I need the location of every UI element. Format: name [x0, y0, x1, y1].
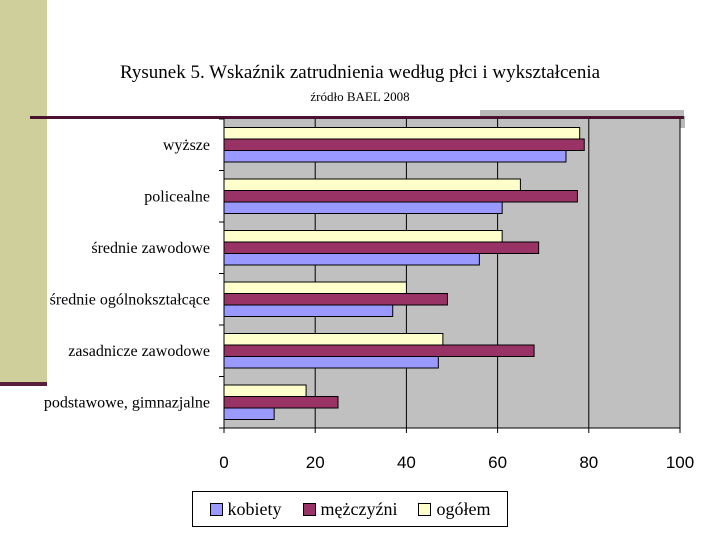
bar [223, 230, 503, 243]
bar [223, 384, 307, 397]
category-label: podstawowe, gimnazjalne [44, 394, 210, 411]
bar [223, 253, 480, 266]
category-label: średnie zawodowe [91, 240, 210, 257]
legend-item-kobiety: kobiety [209, 498, 282, 520]
category-label: średnie ogólnokształcące [50, 291, 210, 308]
bar [223, 150, 567, 163]
side-decor-rule [0, 382, 47, 386]
legend-swatch-ogolem [418, 502, 432, 516]
bar [223, 344, 535, 357]
bar [223, 396, 339, 409]
bar [223, 178, 521, 191]
bar [223, 281, 407, 294]
side-decor-bar [0, 0, 47, 384]
bar [223, 138, 585, 151]
category-label: zasadnicze zawodowe [68, 343, 210, 360]
plot-area [224, 119, 680, 428]
bar [223, 304, 394, 317]
legend-swatch-mezczyzni [302, 502, 316, 516]
legend-label-kobiety: kobiety [227, 498, 282, 519]
title-rule-shadow [480, 110, 684, 117]
legend-label-mezczyzni: mężczyźni [320, 498, 398, 519]
chart-subtitle: źródło BAEL 2008 [310, 89, 410, 104]
x-tick-label: 20 [306, 453, 325, 472]
bar [223, 333, 444, 346]
bar [223, 293, 448, 306]
x-tick-label: 80 [579, 453, 598, 472]
bar [223, 407, 275, 420]
title-rule [30, 116, 684, 119]
x-tick-label: 0 [219, 453, 228, 472]
bar [223, 241, 540, 254]
bar [223, 190, 578, 203]
bar [223, 201, 503, 214]
category-label: wyższe [163, 137, 210, 154]
x-tick-label: 60 [488, 453, 507, 472]
x-tick-label: 40 [397, 453, 416, 472]
bar [223, 356, 439, 369]
chart-title: Rysunek 5. Wskaźnik zatrudnienia według … [119, 62, 601, 83]
chart-legend: kobiety mężczyźni ogółem [192, 491, 508, 527]
legend-item-mezczyzni: mężczyźni [302, 498, 398, 520]
legend-item-ogolem: ogółem [418, 499, 490, 520]
category-label: policealne [144, 188, 210, 205]
title-rule-shadow-edge [678, 116, 685, 128]
legend-label-ogolem: ogółem [436, 498, 491, 519]
bar [223, 127, 581, 140]
x-tick-label: 100 [666, 453, 694, 472]
legend-swatch-kobiety [209, 502, 223, 516]
